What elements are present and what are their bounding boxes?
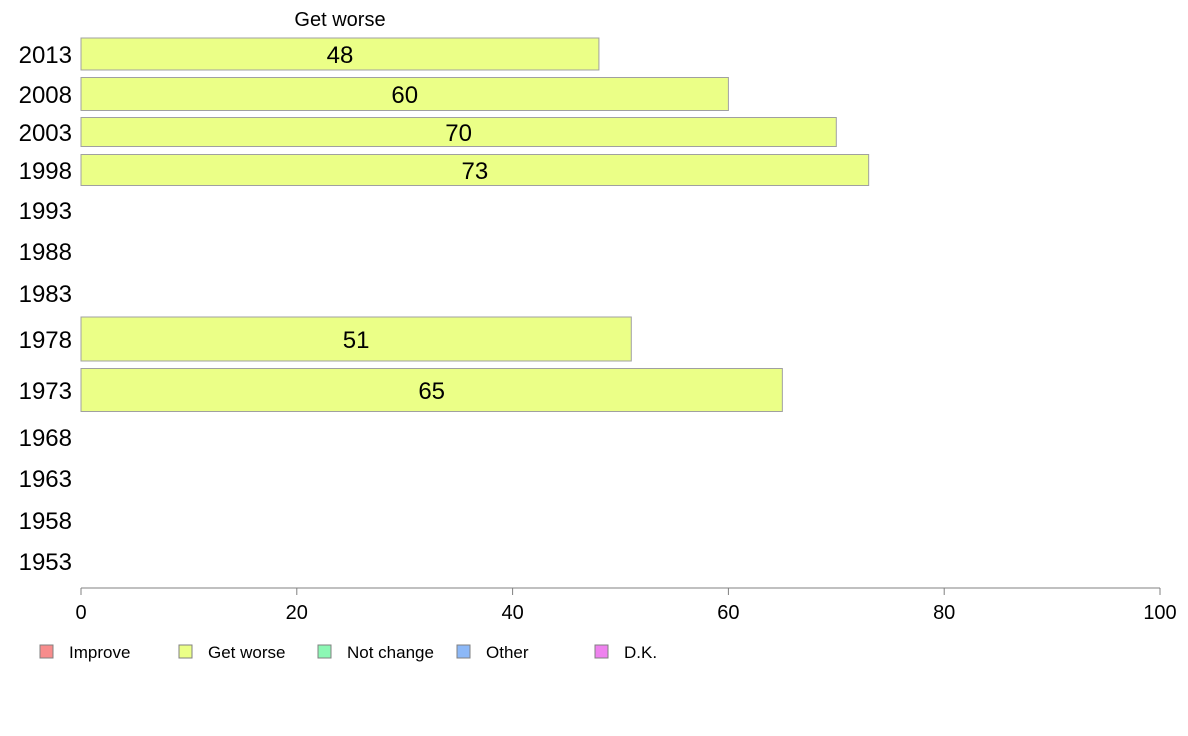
value-label-2008: 60 <box>391 82 418 109</box>
category-label-1968: 1968 <box>19 425 72 452</box>
category-label-1988: 1988 <box>19 239 72 266</box>
bar-2003 <box>80 117 837 147</box>
legend-label-d-k: D.K. <box>624 643 657 662</box>
category-label-2013: 2013 <box>19 42 72 69</box>
legend-label-improve: Improve <box>69 643 130 662</box>
value-label-1973: 65 <box>418 378 445 405</box>
category-label-2008: 2008 <box>19 82 72 109</box>
category-label-1978: 1978 <box>19 327 72 354</box>
x-tick-label-80: 80 <box>933 602 955 624</box>
x-tick-label-60: 60 <box>717 602 739 624</box>
bar-2008 <box>80 77 729 111</box>
category-label-1983: 1983 <box>19 281 72 308</box>
bar-1998 <box>80 154 870 186</box>
bar-1973 <box>80 368 783 412</box>
bars-group: 48 60 70 73 51 65 <box>80 37 870 412</box>
category-label-1958: 1958 <box>19 508 72 535</box>
legend-label-other: Other <box>486 643 529 662</box>
bar-1978 <box>80 316 632 362</box>
x-tick-label-40: 40 <box>501 602 523 624</box>
legend-label-get-worse: Get worse <box>208 643 285 662</box>
legend-swatch-not-change <box>317 644 332 659</box>
x-tick-label-0: 0 <box>75 602 86 624</box>
legend: Improve Get worse Not change Other D.K. <box>39 643 657 662</box>
x-tick-label-100: 100 <box>1143 602 1176 624</box>
value-label-1998: 73 <box>461 158 488 185</box>
category-label-1973: 1973 <box>19 378 72 405</box>
value-label-2013: 48 <box>327 42 354 69</box>
category-labels: 2013 2008 2003 1998 1993 1988 1983 1978 1973 1968… <box>19 42 72 576</box>
legend-swatch-improve <box>39 644 54 659</box>
bar-2013 <box>80 37 600 71</box>
category-label-2003: 2003 <box>19 120 72 147</box>
value-label-2003: 70 <box>445 120 472 147</box>
legend-label-not-change: Not change <box>347 643 434 662</box>
category-label-1953: 1953 <box>19 549 72 576</box>
category-label-1963: 1963 <box>19 466 72 493</box>
value-label-1978: 51 <box>343 327 370 354</box>
x-tick-label-20: 20 <box>286 602 308 624</box>
x-axis: 0 20 40 60 80 100 <box>75 587 1177 624</box>
legend-swatch-other <box>456 644 471 659</box>
chart-title: Get worse <box>294 9 385 31</box>
legend-swatch-get-worse <box>178 644 193 659</box>
category-label-1993: 1993 <box>19 198 72 225</box>
category-label-1998: 1998 <box>19 158 72 185</box>
legend-swatch-d-k <box>594 644 609 659</box>
